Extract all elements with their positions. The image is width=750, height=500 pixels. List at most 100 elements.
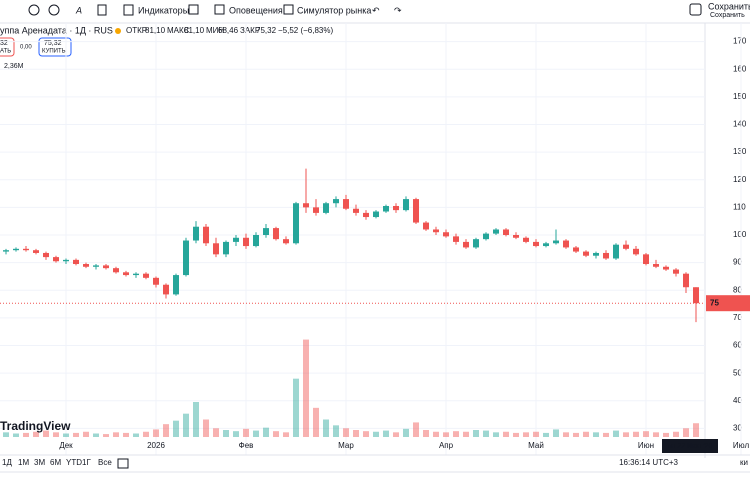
range-button[interactable]: YTD [66, 458, 82, 467]
volume-bar [353, 430, 359, 437]
candle-body [523, 237, 529, 242]
x-tick-label: Июл [733, 441, 750, 450]
candle-body [73, 259, 79, 265]
simulator-button[interactable]: Симулятор рынка [297, 5, 371, 15]
candle-body [503, 229, 509, 235]
spread: 0,00 [20, 45, 32, 51]
x-tick-label: Апр [439, 441, 454, 450]
range-button[interactable]: 1М [18, 458, 29, 467]
candle-body [113, 268, 119, 273]
low-value: 68,46 [218, 26, 239, 35]
volume-bar [153, 429, 159, 437]
date-range-icon[interactable] [117, 458, 129, 469]
volume-bar [493, 432, 499, 437]
compare-icon[interactable] [48, 4, 60, 16]
sell-price: 32 [0, 40, 8, 47]
volume-bar [403, 428, 409, 437]
candle-body [603, 252, 609, 259]
volume-bar [313, 407, 319, 437]
volume-bar [293, 378, 299, 437]
volume-bar [663, 432, 669, 437]
candle-body [563, 240, 569, 248]
candle-body [293, 203, 299, 244]
range-button[interactable]: 1Г [82, 458, 91, 467]
candle-body [643, 254, 649, 265]
undo[interactable]: ↶ [372, 5, 380, 15]
candle-body [633, 248, 639, 255]
volume-bar [253, 430, 259, 437]
candle-body [453, 236, 459, 242]
range-button[interactable]: 3М [34, 458, 45, 467]
volume-bar [233, 431, 239, 437]
volume-bar [603, 432, 609, 437]
candle-body [13, 248, 19, 251]
candle-body [233, 237, 239, 242]
candle-icon[interactable] [97, 4, 107, 16]
volume-bar [623, 432, 629, 437]
candle-body [163, 284, 169, 295]
candle-body [333, 199, 339, 204]
volume-bar [203, 419, 209, 437]
close-value: 75,32 [256, 26, 277, 35]
fx-icon[interactable]: A [75, 5, 82, 15]
volume-bar [273, 431, 279, 437]
candle-body [383, 205, 389, 212]
volume-bar [223, 430, 229, 437]
redo[interactable]: ↷ [394, 5, 402, 15]
alerts-icon[interactable] [214, 4, 225, 15]
high-value: 81,10 [184, 26, 205, 35]
volume-bar [693, 423, 699, 437]
range-button[interactable]: 6М [50, 458, 61, 467]
candle-body [543, 243, 549, 247]
candle-body [253, 235, 259, 247]
buy-button[interactable] [38, 37, 72, 57]
candle-body [693, 287, 699, 304]
candle-body [203, 226, 209, 244]
candle-body [673, 269, 679, 274]
volume-bar [323, 419, 329, 437]
save-icon[interactable] [689, 3, 702, 16]
y-tick-label: 110 [733, 202, 746, 211]
candle-body [143, 273, 149, 278]
candle-body [653, 264, 659, 267]
volume-bar [393, 432, 399, 437]
add-symbol-icon[interactable] [28, 4, 40, 16]
candle-body [353, 208, 359, 213]
volume-bar [143, 431, 149, 437]
indicators-icon[interactable] [123, 4, 134, 16]
buy-price: 75,32 [44, 40, 62, 47]
y-tick-label: 70 [733, 313, 742, 322]
candle-body [393, 205, 399, 211]
candle-body [263, 228, 269, 235]
y-tick-label: 100 [733, 230, 747, 239]
volume-bar [473, 430, 479, 437]
volume-bar [23, 432, 29, 437]
range-button[interactable]: Все [98, 458, 112, 467]
volume-bar [213, 428, 219, 437]
y-tick-label: 50 [733, 368, 742, 377]
volume-bar [633, 431, 639, 437]
sell-button[interactable] [0, 37, 15, 57]
candle-body [613, 244, 619, 259]
candle-body [533, 241, 539, 247]
volume-bar [33, 431, 39, 437]
volume-bar [523, 432, 529, 437]
volume-bar [333, 425, 339, 437]
save-button[interactable]: Сохранить [708, 1, 750, 11]
layouts-icon[interactable] [188, 4, 199, 15]
indicators-button[interactable]: Индикаторы [138, 5, 189, 15]
candle-body [363, 212, 369, 218]
y-tick-label: 130 [733, 147, 747, 156]
sell-label: АТЬ [0, 49, 11, 55]
candle-body [513, 235, 519, 238]
volume-bar [653, 432, 659, 437]
y-tick-label: 140 [733, 120, 747, 129]
alerts-button[interactable]: Оповещения [229, 5, 283, 15]
candle-body [133, 273, 139, 276]
candle-body [403, 199, 409, 211]
candle-body [313, 207, 319, 213]
replay-icon[interactable] [283, 4, 294, 15]
range-button[interactable]: 1Д [2, 458, 12, 467]
